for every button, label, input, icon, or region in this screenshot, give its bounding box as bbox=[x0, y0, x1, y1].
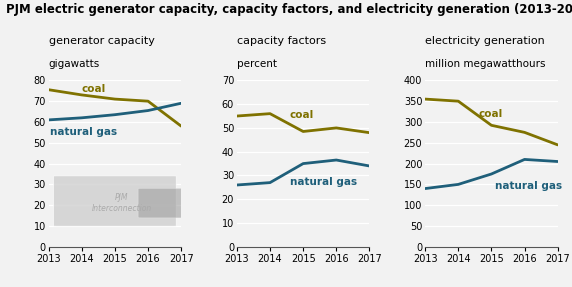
Text: capacity factors: capacity factors bbox=[237, 36, 326, 46]
FancyBboxPatch shape bbox=[54, 176, 176, 226]
Text: PJM
Interconnection: PJM Interconnection bbox=[92, 193, 152, 213]
Text: coal: coal bbox=[82, 84, 106, 94]
Text: coal: coal bbox=[290, 110, 314, 120]
Text: million megawatthours: million megawatthours bbox=[425, 59, 546, 69]
Text: natural gas: natural gas bbox=[50, 127, 117, 137]
Text: electricity generation: electricity generation bbox=[425, 36, 545, 46]
Text: natural gas: natural gas bbox=[290, 177, 357, 187]
Text: coal: coal bbox=[478, 109, 502, 119]
Text: generator capacity: generator capacity bbox=[49, 36, 154, 46]
Text: natural gas: natural gas bbox=[495, 181, 562, 191]
Text: percent: percent bbox=[237, 59, 277, 69]
Text: PJM electric generator capacity, capacity factors, and electricity generation (2: PJM electric generator capacity, capacit… bbox=[6, 3, 572, 16]
FancyBboxPatch shape bbox=[138, 188, 188, 218]
Text: gigawatts: gigawatts bbox=[49, 59, 100, 69]
